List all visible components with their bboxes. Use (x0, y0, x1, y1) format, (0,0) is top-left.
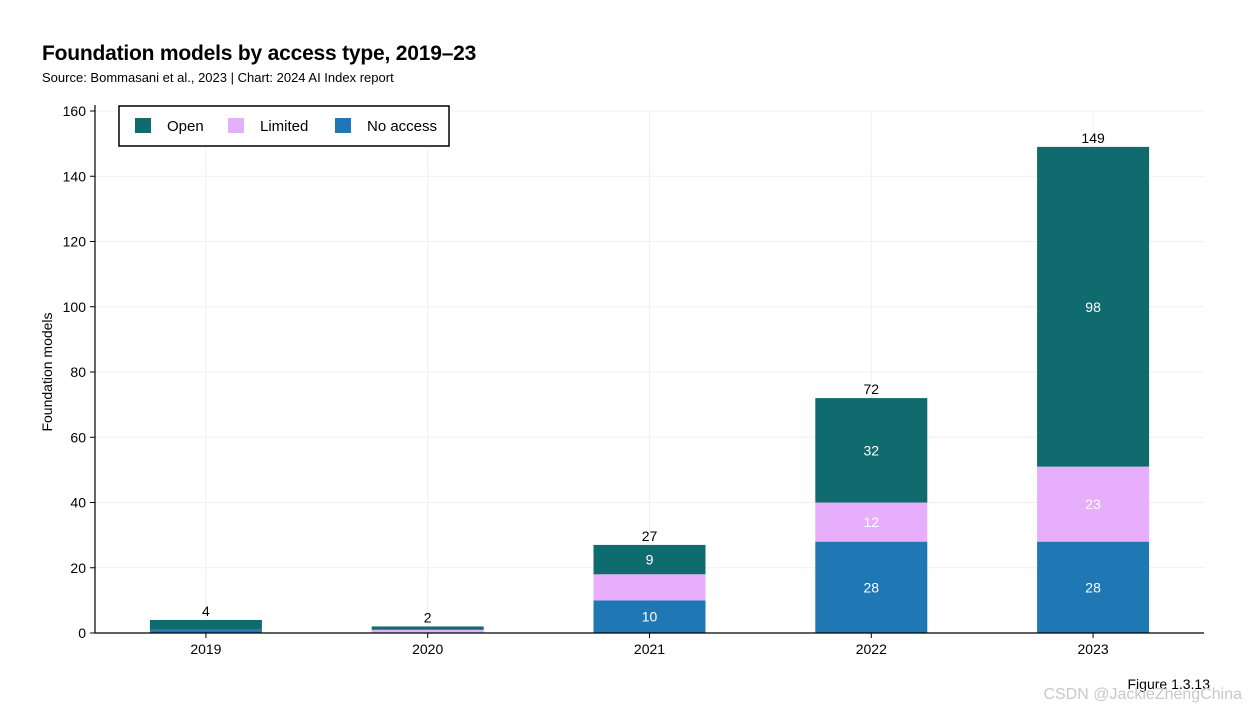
bar-no-access-2019 (149, 629, 262, 633)
data-label-no-access-2022: 28 (864, 579, 880, 595)
legend-swatch-no-access (335, 118, 351, 133)
bar-limited-2020 (371, 629, 484, 633)
bar-limited-2023 (1037, 466, 1150, 542)
bar-limited-2022 (815, 502, 928, 542)
legend-box (118, 105, 450, 147)
y-tick-label: 80 (70, 364, 86, 380)
chart-title: Foundation models by access type, 2019–2… (42, 42, 477, 65)
watermark: CSDN @JackieZhengChina (1043, 686, 1242, 703)
x-tick-label-2023: 2023 (1078, 641, 1109, 657)
legend-label-open: Open (167, 118, 204, 135)
bar-open-2020 (371, 626, 484, 630)
y-tick-label: 20 (70, 560, 86, 576)
y-tick-label: 120 (63, 234, 87, 250)
bar-open-2022 (815, 398, 928, 503)
bar-no-access-2022 (815, 541, 928, 633)
legend-swatch-limited (228, 118, 244, 133)
data-label-limited-2022: 12 (864, 514, 880, 530)
bar-limited-2021 (593, 574, 706, 601)
y-tick-label: 40 (70, 495, 86, 511)
bar-no-access-2023 (1037, 541, 1150, 633)
figure-label: Figure 1.3.13 (1127, 676, 1211, 692)
y-tick-label: 0 (78, 625, 86, 641)
legend-swatch-open (135, 118, 151, 133)
bar-no-access-2021 (593, 600, 706, 633)
legend-label-no-access: No access (367, 118, 437, 135)
y-axis-label: Foundation models (39, 312, 55, 431)
data-label-no-access-2023: 28 (1085, 579, 1101, 595)
y-tick-label: 60 (70, 429, 86, 445)
bar-open-2023 (1037, 146, 1150, 467)
x-tick-label-2022: 2022 (856, 641, 887, 657)
y-tick-label: 140 (63, 168, 87, 184)
total-label-2021: 27 (642, 528, 658, 544)
data-label-limited-2023: 23 (1085, 496, 1101, 512)
y-tick-label: 100 (63, 299, 87, 315)
x-tick-label-2019: 2019 (190, 641, 221, 657)
total-label-2023: 149 (1081, 130, 1105, 146)
x-tick-label-2021: 2021 (634, 641, 665, 657)
chart-subtitle: Source: Bommasani et al., 2023 | Chart: … (42, 70, 394, 85)
x-tick-label-2020: 2020 (412, 641, 443, 657)
total-label-2020: 2 (424, 609, 432, 625)
data-label-no-access-2021: 10 (642, 609, 658, 625)
data-label-open-2022: 32 (864, 442, 880, 458)
legend-label-limited: Limited (260, 118, 308, 135)
total-label-2019: 4 (202, 603, 210, 619)
bar-open-2019 (149, 619, 262, 630)
data-label-open-2021: 9 (646, 552, 654, 568)
y-tick-label: 160 (63, 103, 87, 119)
bar-open-2021 (593, 544, 706, 575)
total-label-2022: 72 (864, 381, 880, 397)
data-label-open-2023: 98 (1085, 299, 1101, 315)
